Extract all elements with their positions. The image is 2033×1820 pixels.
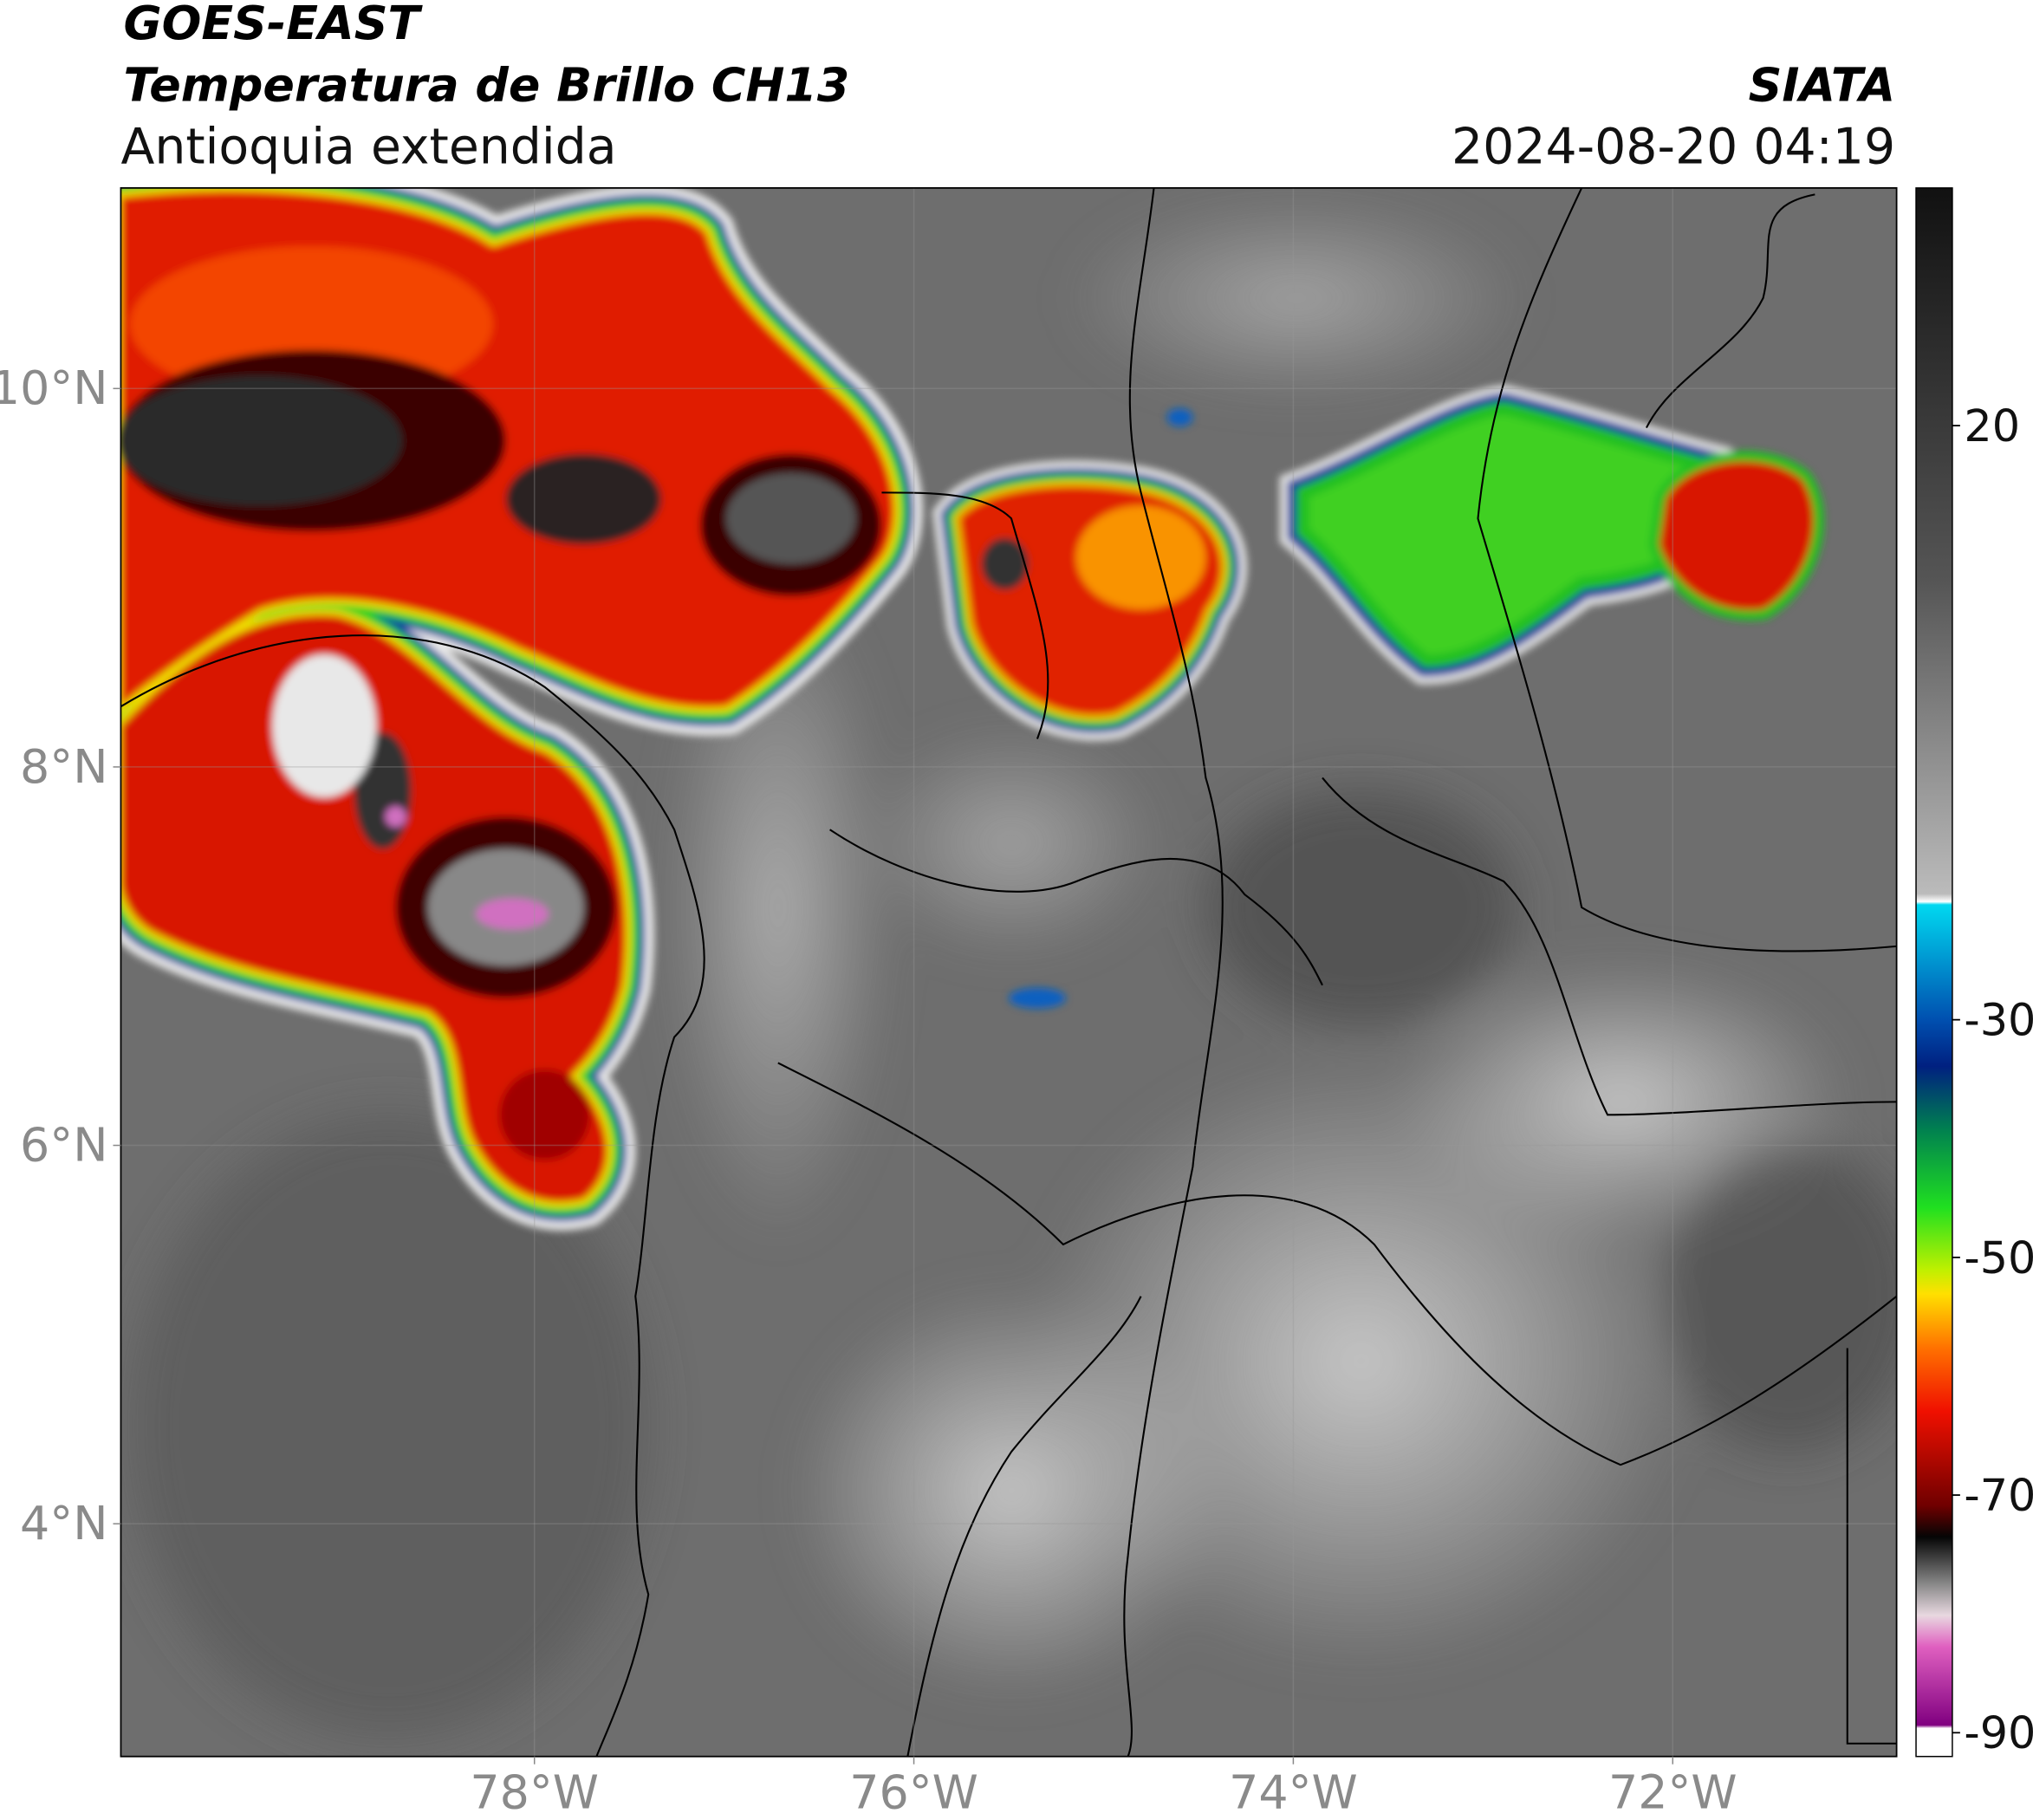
y-tick-label: 10°N — [0, 361, 107, 415]
title: GOES-EAST — [123, 0, 423, 50]
colorbar-tick-label: -70 — [1964, 1470, 2033, 1521]
y-tick-label: 6°N — [20, 1118, 107, 1173]
colorbar-tick-label: -90 — [1964, 1707, 2033, 1758]
y-tick-label: 8°N — [20, 739, 107, 794]
x-tick-label: 72°W — [1608, 1765, 1737, 1820]
source: SIATA — [1749, 58, 1896, 113]
x-tick-label: 74°W — [1229, 1765, 1358, 1820]
x-tick-label: 76°W — [849, 1765, 978, 1820]
map-image — [120, 187, 1897, 1757]
x-tick-label: 78°W — [470, 1765, 599, 1820]
subtitle: Temperatura de Brillo CH13 — [123, 58, 849, 113]
borders — [120, 187, 1897, 1757]
colorbar — [1915, 187, 1953, 1758]
datetime: 2024-08-20 04:19 — [1452, 118, 1895, 175]
map-frame — [120, 186, 1898, 1758]
colorbar-tick-label: -50 — [1964, 1232, 2033, 1284]
y-tick-label: 4°N — [20, 1496, 107, 1550]
colorbar-tick-label: -30 — [1964, 995, 2033, 1046]
region: Antioquia extendida — [120, 118, 616, 175]
colorbar-tick-label: 20 — [1964, 400, 2020, 452]
graticule — [120, 187, 1897, 1757]
